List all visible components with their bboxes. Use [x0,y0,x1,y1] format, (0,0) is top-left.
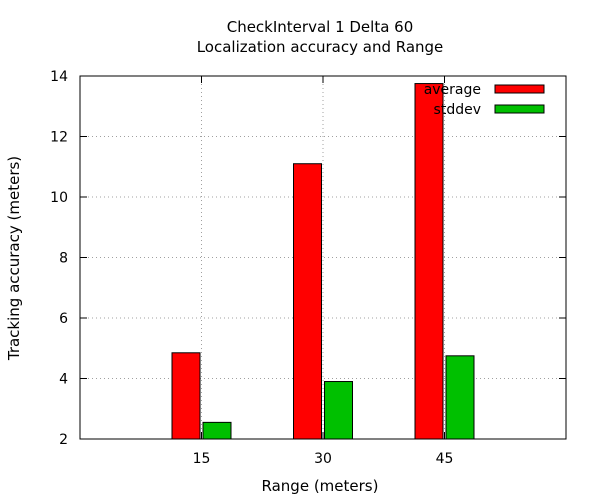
chart-subtitle: Localization accuracy and Range [197,38,444,56]
legend-label: average [424,82,481,98]
x-axis-label: Range (meters) [262,477,379,495]
y-tick-label: 12 [50,130,68,146]
y-tick-label: 2 [59,432,68,448]
y-tick-label: 14 [50,69,68,85]
legend-swatch-average [494,84,545,94]
gridlines [80,76,566,439]
y-tick-label: 8 [59,251,68,267]
x-tick-label: 45 [436,451,454,467]
y-tick-label: 10 [50,190,68,206]
bar-stddev [202,421,232,440]
legend: average stddev [424,82,545,118]
axis-ticks: 2 4 6 8 10 12 14 15 30 45 [50,69,566,467]
chart-title: CheckInterval 1 Delta 60 [227,18,414,36]
x-tick-label: 30 [314,451,332,467]
bar-average [171,352,201,440]
y-axis-label: Tracking accuracy (meters) [5,156,23,361]
y-tick-label: 6 [59,311,68,327]
bar-stddev [324,381,353,440]
legend-swatch-stddev [494,104,545,114]
y-tick-label: 4 [59,372,68,388]
x-tick-label: 15 [193,451,211,467]
bar-stddev [445,355,475,440]
legend-label: stddev [434,102,481,118]
bar-average [293,163,322,440]
bar-average [414,83,444,440]
